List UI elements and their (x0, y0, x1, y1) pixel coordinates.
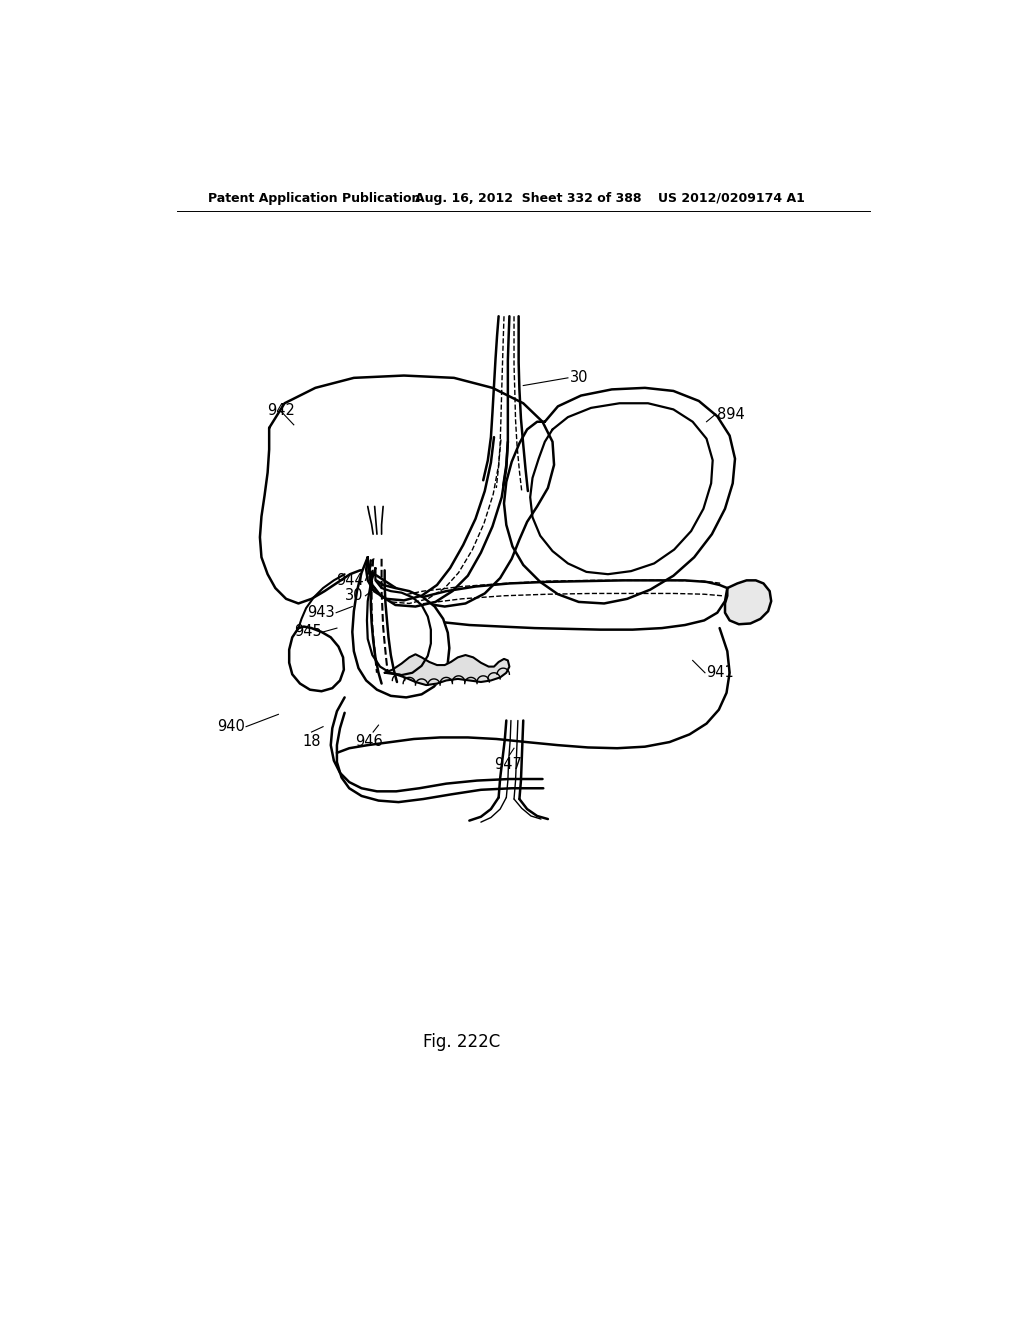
Polygon shape (414, 581, 727, 630)
Text: 943: 943 (307, 605, 335, 620)
Text: 942: 942 (267, 404, 296, 418)
Polygon shape (504, 388, 735, 603)
Text: Aug. 16, 2012  Sheet 332 of 388: Aug. 16, 2012 Sheet 332 of 388 (416, 191, 642, 205)
Text: Fig. 222C: Fig. 222C (423, 1034, 501, 1051)
Text: 894: 894 (717, 407, 745, 421)
Text: 18: 18 (302, 734, 321, 750)
Polygon shape (260, 376, 554, 607)
Polygon shape (367, 568, 431, 675)
Polygon shape (725, 581, 771, 624)
Text: 946: 946 (355, 734, 383, 750)
Polygon shape (530, 404, 713, 574)
Text: 947: 947 (494, 758, 522, 772)
Text: 941: 941 (707, 665, 734, 680)
Text: 945: 945 (294, 624, 322, 639)
Text: 30: 30 (569, 371, 588, 385)
Text: 940: 940 (217, 719, 245, 734)
Text: US 2012/0209174 A1: US 2012/0209174 A1 (658, 191, 805, 205)
Text: Patent Application Publication: Patent Application Publication (208, 191, 420, 205)
Polygon shape (289, 627, 344, 692)
Polygon shape (385, 655, 509, 685)
Polygon shape (352, 557, 450, 697)
Text: 30: 30 (345, 589, 364, 603)
Text: 944: 944 (336, 573, 364, 587)
